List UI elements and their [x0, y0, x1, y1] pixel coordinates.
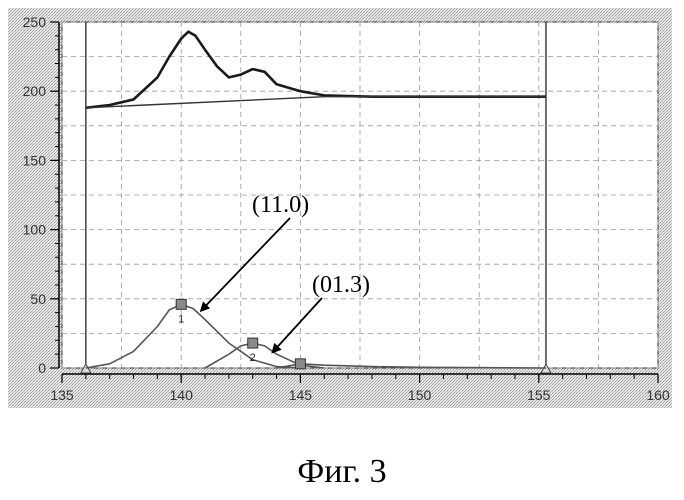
figure-caption: Фиг. 3 — [0, 453, 684, 491]
chart: 135 140 145 150 155 160 0 50 100 150 200 250 1 2 (11… — [0, 0, 684, 440]
y-tick-label: 50 — [30, 291, 46, 307]
peak-marker-label: 1 — [178, 313, 184, 325]
y-tick-label: 200 — [23, 83, 47, 99]
peak-marker-label: 2 — [250, 352, 256, 364]
peak-marker — [295, 359, 305, 369]
x-tick-label: 150 — [408, 387, 432, 403]
x-tick-label: 140 — [170, 387, 194, 403]
y-tick-label: 250 — [23, 14, 47, 30]
peak-marker — [176, 299, 186, 309]
y-tick-label: 150 — [23, 152, 47, 168]
x-tick-label: 155 — [527, 387, 551, 403]
y-tick-label: 100 — [23, 222, 47, 238]
chart-frame — [8, 8, 672, 408]
x-tick-label: 160 — [646, 387, 670, 403]
x-tick-label: 135 — [50, 387, 74, 403]
peak-marker — [248, 338, 258, 348]
y-tick-label: 0 — [38, 360, 46, 376]
x-tick-label: 145 — [289, 387, 313, 403]
annotation-label: (11.0) — [252, 192, 309, 218]
annotation-label: (01.3) — [312, 272, 370, 298]
